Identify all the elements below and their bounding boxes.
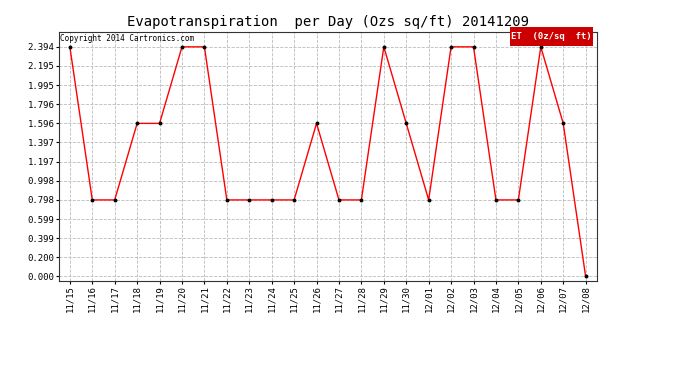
Point — [109, 197, 120, 203]
Point — [266, 197, 277, 203]
Point — [288, 197, 299, 203]
Point — [513, 197, 524, 203]
Point — [244, 197, 255, 203]
Text: Copyright 2014 Cartronics.com: Copyright 2014 Cartronics.com — [60, 34, 194, 44]
Point — [311, 120, 322, 126]
Point — [64, 44, 75, 50]
Point — [423, 197, 434, 203]
FancyBboxPatch shape — [510, 27, 593, 46]
Point — [491, 197, 502, 203]
Point — [132, 120, 143, 126]
Point — [333, 197, 344, 203]
Point — [401, 120, 412, 126]
Point — [378, 44, 389, 50]
Point — [580, 273, 591, 279]
Point — [87, 197, 98, 203]
Point — [558, 120, 569, 126]
Point — [535, 44, 546, 50]
Point — [154, 120, 165, 126]
Point — [446, 44, 457, 50]
Title: Evapotranspiration  per Day (Ozs sq/ft) 20141209: Evapotranspiration per Day (Ozs sq/ft) 2… — [127, 15, 529, 29]
Point — [468, 44, 479, 50]
Text: ET  (0z/sq  ft): ET (0z/sq ft) — [511, 32, 592, 41]
Point — [177, 44, 188, 50]
Point — [356, 197, 367, 203]
Point — [199, 44, 210, 50]
Point — [221, 197, 233, 203]
